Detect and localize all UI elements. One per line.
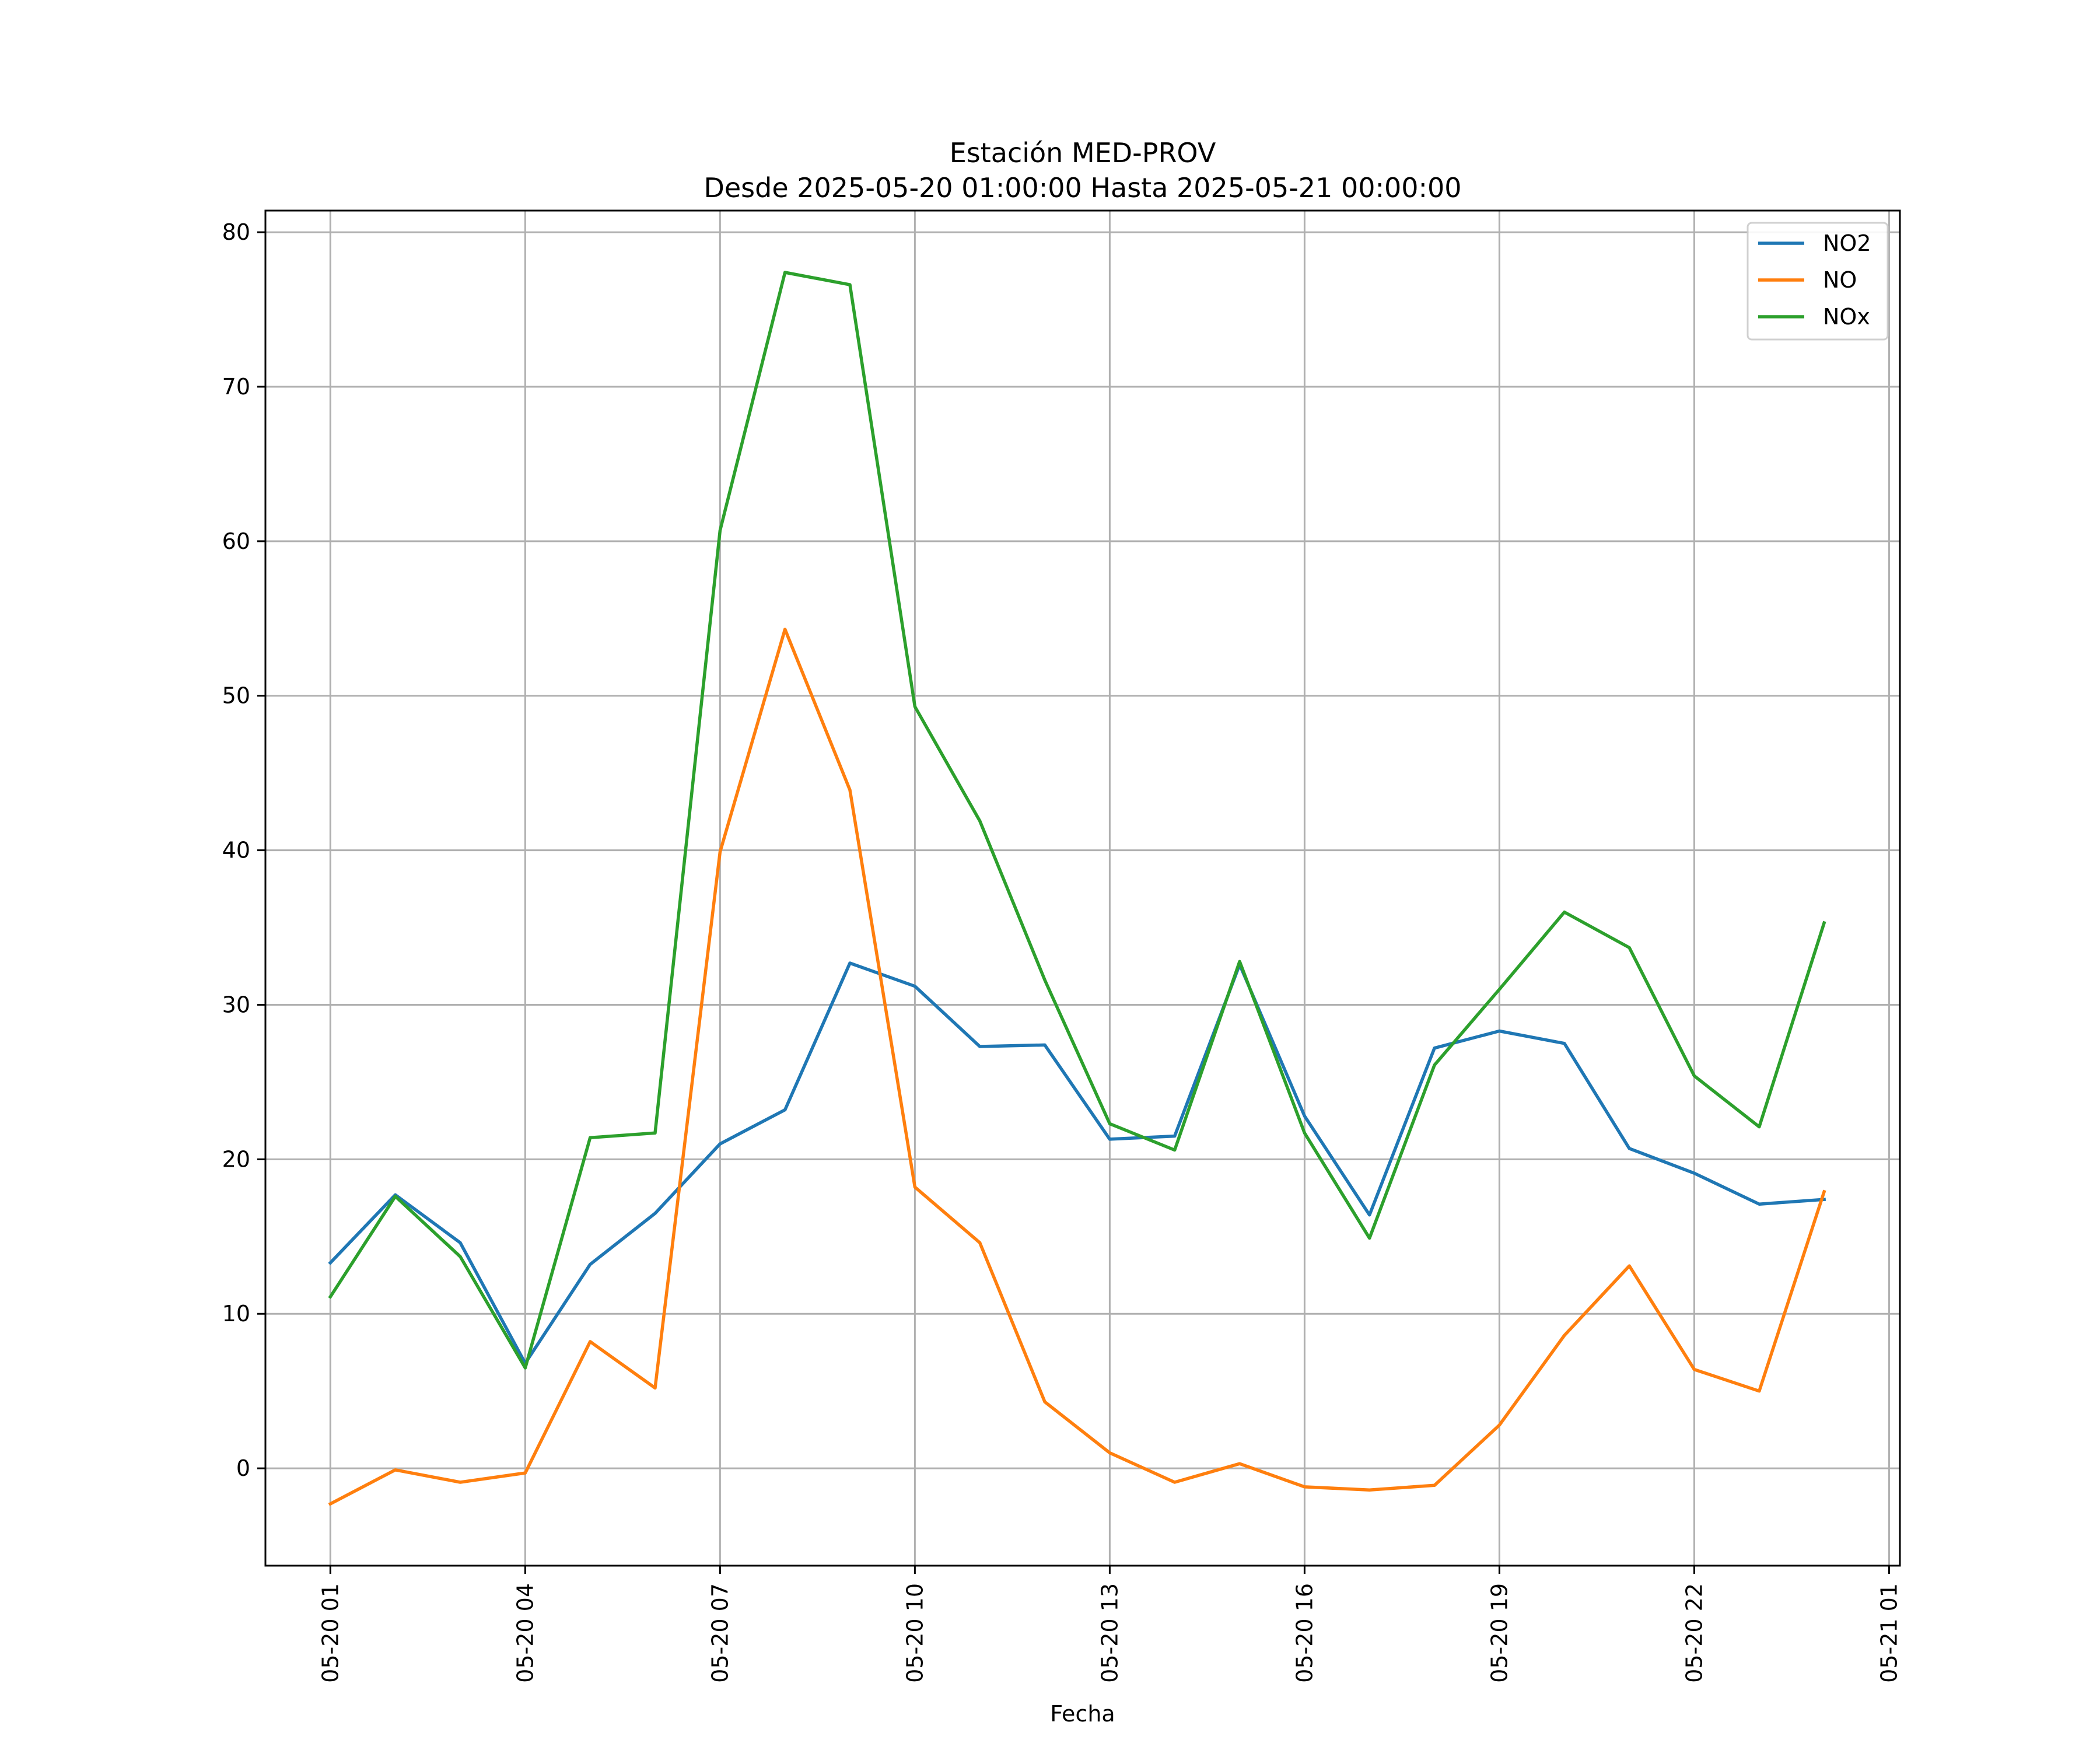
legend-label-no2: NO2 (1823, 230, 1871, 256)
y-tick-label: 80 (222, 219, 250, 245)
x-tick-label: 05-20 19 (1486, 1583, 1512, 1683)
x-tick-label: 05-20 04 (512, 1583, 538, 1683)
legend-label-no: NO (1823, 267, 1857, 293)
legend-box (1746, 222, 1889, 341)
y-tick-label: 50 (222, 683, 250, 709)
chart-title: Estación MED-PROV (950, 137, 1216, 169)
x-tick-label: 05-20 22 (1681, 1583, 1707, 1683)
series-line-no (328, 628, 1826, 1506)
legend-label-nox: NOx (1823, 304, 1870, 330)
y-tick-label: 0 (236, 1455, 250, 1481)
y-tick-label: 30 (222, 992, 250, 1017)
y-tick-label: 40 (222, 838, 250, 863)
x-tick-label: 05-20 13 (1097, 1583, 1122, 1683)
x-tick-label: 05-20 10 (902, 1583, 928, 1683)
x-tick-label: 05-20 16 (1292, 1583, 1317, 1683)
y-tick-label: 20 (222, 1146, 250, 1172)
y-tick-label: 10 (222, 1301, 250, 1326)
legend: NO2 NO NOx (1746, 222, 1889, 341)
x-tick-label: 05-20 01 (317, 1583, 343, 1683)
x-tick-label: 05-21 01 (1876, 1583, 1902, 1683)
plot-frame (264, 209, 1901, 1567)
y-tick-label: 60 (222, 528, 250, 554)
x-axis-label: Fecha (1050, 1701, 1115, 1727)
chart-subtitle: Desde 2025-05-20 01:00:00 Hasta 2025-05-… (704, 172, 1461, 204)
x-tick-label: 05-20 07 (707, 1583, 733, 1683)
series-line-nox (328, 271, 1826, 1370)
axis-ticks: 0 10 20 30 40 50 60 70 80 05-20 01 05-20 04 05-20 0… (222, 219, 1902, 1683)
series-line-no2 (328, 961, 1826, 1365)
series-lines (328, 271, 1826, 1506)
y-tick-label: 70 (222, 374, 250, 400)
grid (265, 211, 1900, 1566)
